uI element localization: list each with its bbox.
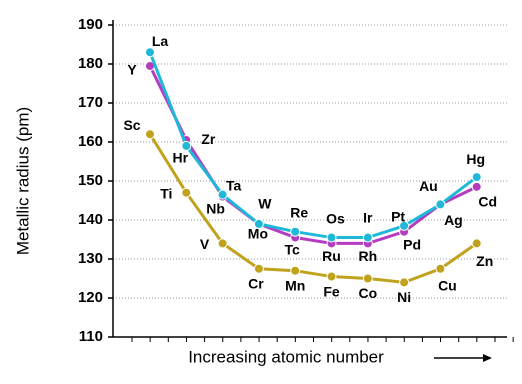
point-label: Mo (248, 226, 268, 242)
point-label: Os (326, 210, 345, 226)
point-label: Hg (466, 151, 485, 167)
data-point (145, 129, 155, 140)
data-point (253, 263, 264, 274)
point-label: Cd (478, 194, 497, 210)
point-label: V (200, 236, 210, 252)
point-label: W (258, 196, 272, 212)
data-point (435, 263, 446, 274)
data-point (145, 47, 155, 58)
y-tick-label: 180 (78, 55, 103, 72)
point-label: Ni (397, 289, 411, 305)
point-label: Tc (285, 241, 301, 257)
x-axis-label: Increasing atomic number (188, 347, 384, 366)
point-label: Y (127, 62, 137, 78)
data-point (217, 189, 228, 200)
point-label: Re (290, 204, 308, 220)
data-point (326, 271, 337, 282)
series-line (148, 133, 478, 284)
data-point (181, 187, 192, 198)
data-point (435, 199, 446, 210)
point-label: Ir (363, 209, 373, 225)
series-line (148, 51, 478, 240)
y-tick-label: 130 (78, 250, 103, 267)
point-label: Nb (206, 200, 225, 216)
data-point (471, 172, 482, 183)
point-label: Ta (226, 177, 242, 193)
point-label: La (152, 33, 169, 49)
point-label: Ru (322, 248, 341, 264)
data-point (290, 265, 301, 276)
point-label: Rh (358, 248, 377, 264)
point-label: Hr (173, 150, 189, 166)
y-tick-label: 120 (78, 289, 103, 306)
point-label: Pt (391, 209, 405, 225)
data-point (253, 218, 264, 229)
point-label: Sc (123, 117, 140, 133)
y-tick-label: 190 (78, 16, 103, 33)
point-label: Zn (476, 253, 493, 269)
point-label: Cr (248, 275, 264, 291)
y-tick-label: 170 (78, 94, 103, 111)
point-label: Au (419, 178, 438, 194)
point-label: Zr (201, 131, 216, 147)
data-point (290, 226, 301, 237)
point-label: Ti (160, 185, 172, 201)
point-label: Cu (438, 277, 457, 293)
y-tick-label: 160 (78, 133, 103, 150)
data-point (399, 277, 410, 288)
data-point (471, 181, 482, 192)
point-label: Pd (403, 236, 421, 252)
x-axis-arrowhead (483, 354, 492, 362)
y-tick-label: 140 (78, 211, 103, 228)
point-label: Co (358, 285, 377, 301)
data-point (326, 232, 337, 243)
data-point (217, 238, 228, 249)
data-point (471, 238, 482, 249)
y-axis-label: Metallic radius (pm) (13, 107, 32, 255)
point-label: Ag (444, 212, 463, 228)
data-point (399, 220, 410, 231)
data-point (362, 232, 373, 243)
data-point (181, 140, 192, 151)
point-label: Mn (285, 277, 305, 293)
series-line (148, 65, 478, 245)
point-label: Fe (323, 283, 340, 299)
data-point (362, 273, 373, 284)
y-tick-label: 150 (78, 172, 103, 189)
y-tick-label: 110 (79, 328, 103, 345)
